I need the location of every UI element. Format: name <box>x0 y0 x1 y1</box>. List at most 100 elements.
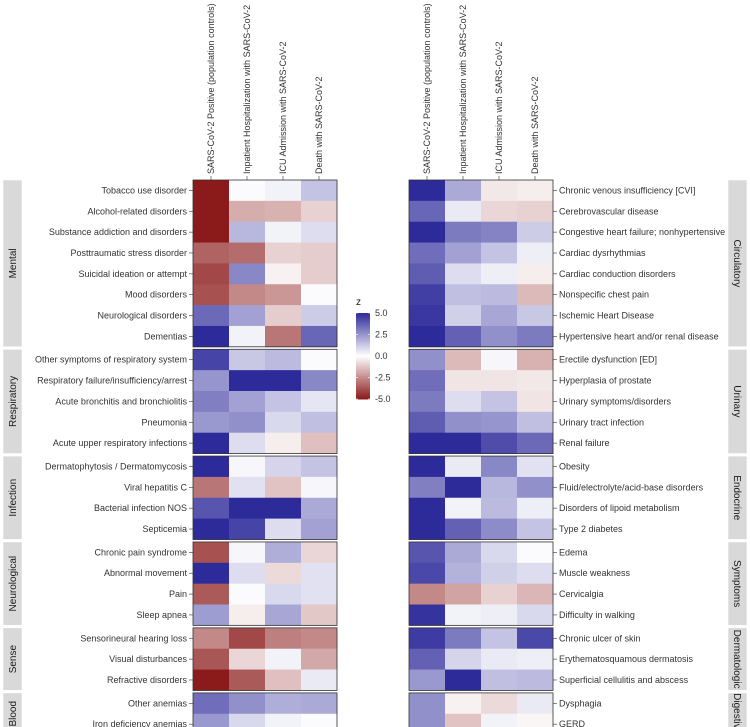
group-border <box>408 455 554 540</box>
legend-swatch <box>356 320 370 323</box>
heatmap-cell <box>229 713 266 727</box>
group-label: Infection <box>8 479 19 517</box>
heatmap-cell <box>229 497 266 519</box>
heatmap-cell <box>409 305 446 327</box>
heatmap-cell <box>301 411 338 434</box>
heatmap-cell <box>445 713 482 727</box>
column-label: SARS-CoV-2 Positive (population controls… <box>422 3 432 174</box>
row-label: Cervicalgia <box>559 589 604 599</box>
row-label: Respiratory failure/insufficiency/arrest <box>37 376 187 386</box>
heatmap-cell <box>193 476 230 499</box>
heatmap-cell <box>517 305 554 327</box>
legend-swatch <box>356 340 370 343</box>
heatmap-cell <box>301 263 338 285</box>
row-label: Pneumonia <box>141 417 187 427</box>
legend-swatch <box>356 370 370 373</box>
heatmap-cell <box>517 432 554 454</box>
heatmap-cell <box>265 411 302 434</box>
heatmap-cell <box>481 263 518 285</box>
heatmap-cell <box>229 692 266 715</box>
heatmap-cell <box>481 669 518 691</box>
legend-tick-label: 2.5 <box>375 330 388 340</box>
group-strip <box>727 541 748 626</box>
legend-swatch <box>356 327 370 330</box>
group-strip <box>2 541 23 626</box>
heatmap-cell <box>517 242 554 264</box>
heatmap-cell <box>517 391 554 413</box>
row-label: Viral hepatitis C <box>124 482 187 492</box>
heatmap-cell <box>445 476 482 499</box>
column-label: ICU Admission with SARS-CoV-2 <box>278 41 288 174</box>
heatmap-cell <box>517 284 554 306</box>
heatmap-cell <box>265 200 302 223</box>
heatmap-cell <box>517 200 554 223</box>
heatmap-cell <box>481 627 518 650</box>
heatmap-cell <box>265 476 302 499</box>
legend-swatch <box>356 371 370 374</box>
row-label: Neurological disorders <box>97 311 187 321</box>
heatmap-cell <box>229 583 266 605</box>
row-label: Acute bronchitis and bronchiolitis <box>55 396 187 406</box>
heatmap-cell <box>481 305 518 327</box>
heatmap-cell <box>445 432 482 454</box>
legend-swatch <box>356 337 370 340</box>
heatmap-cell <box>445 284 482 306</box>
legend-swatch <box>356 341 370 344</box>
heatmap-cell <box>301 349 338 371</box>
legend-swatch <box>356 397 370 400</box>
heatmap-cell <box>409 391 446 413</box>
heatmap-cell <box>193 518 230 540</box>
heatmap-cell <box>481 476 518 499</box>
legend-swatch <box>356 345 370 348</box>
row-label: Dermatophytosis / Dermatomycosis <box>45 461 188 471</box>
heatmap-cell <box>301 305 338 327</box>
heatmap-cell <box>445 349 482 371</box>
row-label: Dementias <box>144 331 188 341</box>
heatmap-cell <box>301 284 338 306</box>
legend-swatch <box>356 380 370 383</box>
legend-swatch <box>356 391 370 394</box>
heatmap-cell <box>193 627 230 650</box>
heatmap-cell <box>517 669 554 691</box>
heatmap-cell <box>409 456 446 478</box>
legend-swatch <box>356 331 370 334</box>
heatmap-cell <box>301 518 338 540</box>
heatmap-cell <box>301 221 338 243</box>
legend-swatch <box>356 347 370 350</box>
heatmap-cell <box>301 713 338 727</box>
row-label: Chronic venous insufficiency [CVI] <box>559 185 695 195</box>
legend-swatch <box>356 388 370 391</box>
heatmap-cell <box>445 242 482 264</box>
heatmap-cell <box>265 583 302 605</box>
heatmap-cell <box>301 583 338 605</box>
group-border <box>192 179 338 348</box>
heatmap-cell <box>229 370 266 392</box>
heatmap-cell <box>301 242 338 264</box>
heatmap-cell <box>193 305 230 327</box>
heatmap-cell <box>481 221 518 243</box>
legend-swatch <box>356 317 370 320</box>
legend-swatch <box>356 325 370 328</box>
group-border <box>408 692 554 727</box>
heatmap-cell <box>517 692 554 715</box>
heatmap-cell <box>409 180 446 202</box>
row-label: Cardiac dysrhythmias <box>559 248 646 258</box>
legend-swatch <box>356 344 370 347</box>
row-label: Difficulty in walking <box>559 610 635 620</box>
heatmap-cell <box>229 221 266 243</box>
heatmap-cell <box>301 370 338 392</box>
legend-swatch <box>356 335 370 338</box>
group-label: Sense <box>8 645 19 674</box>
heatmap-cell <box>229 541 266 564</box>
row-label: Muscle weakness <box>559 568 631 578</box>
row-label: Dysphagia <box>559 698 602 708</box>
legend-swatch <box>356 324 370 327</box>
group-label: Dermatologic <box>731 630 742 689</box>
group-border <box>192 692 338 727</box>
legend-tick-label: 0.0 <box>375 351 388 361</box>
legend-swatch <box>356 350 370 353</box>
legend-swatch <box>356 393 370 396</box>
heatmap-cell <box>517 456 554 478</box>
group-label: Urinary <box>731 385 742 417</box>
heatmap-cell <box>481 648 518 670</box>
